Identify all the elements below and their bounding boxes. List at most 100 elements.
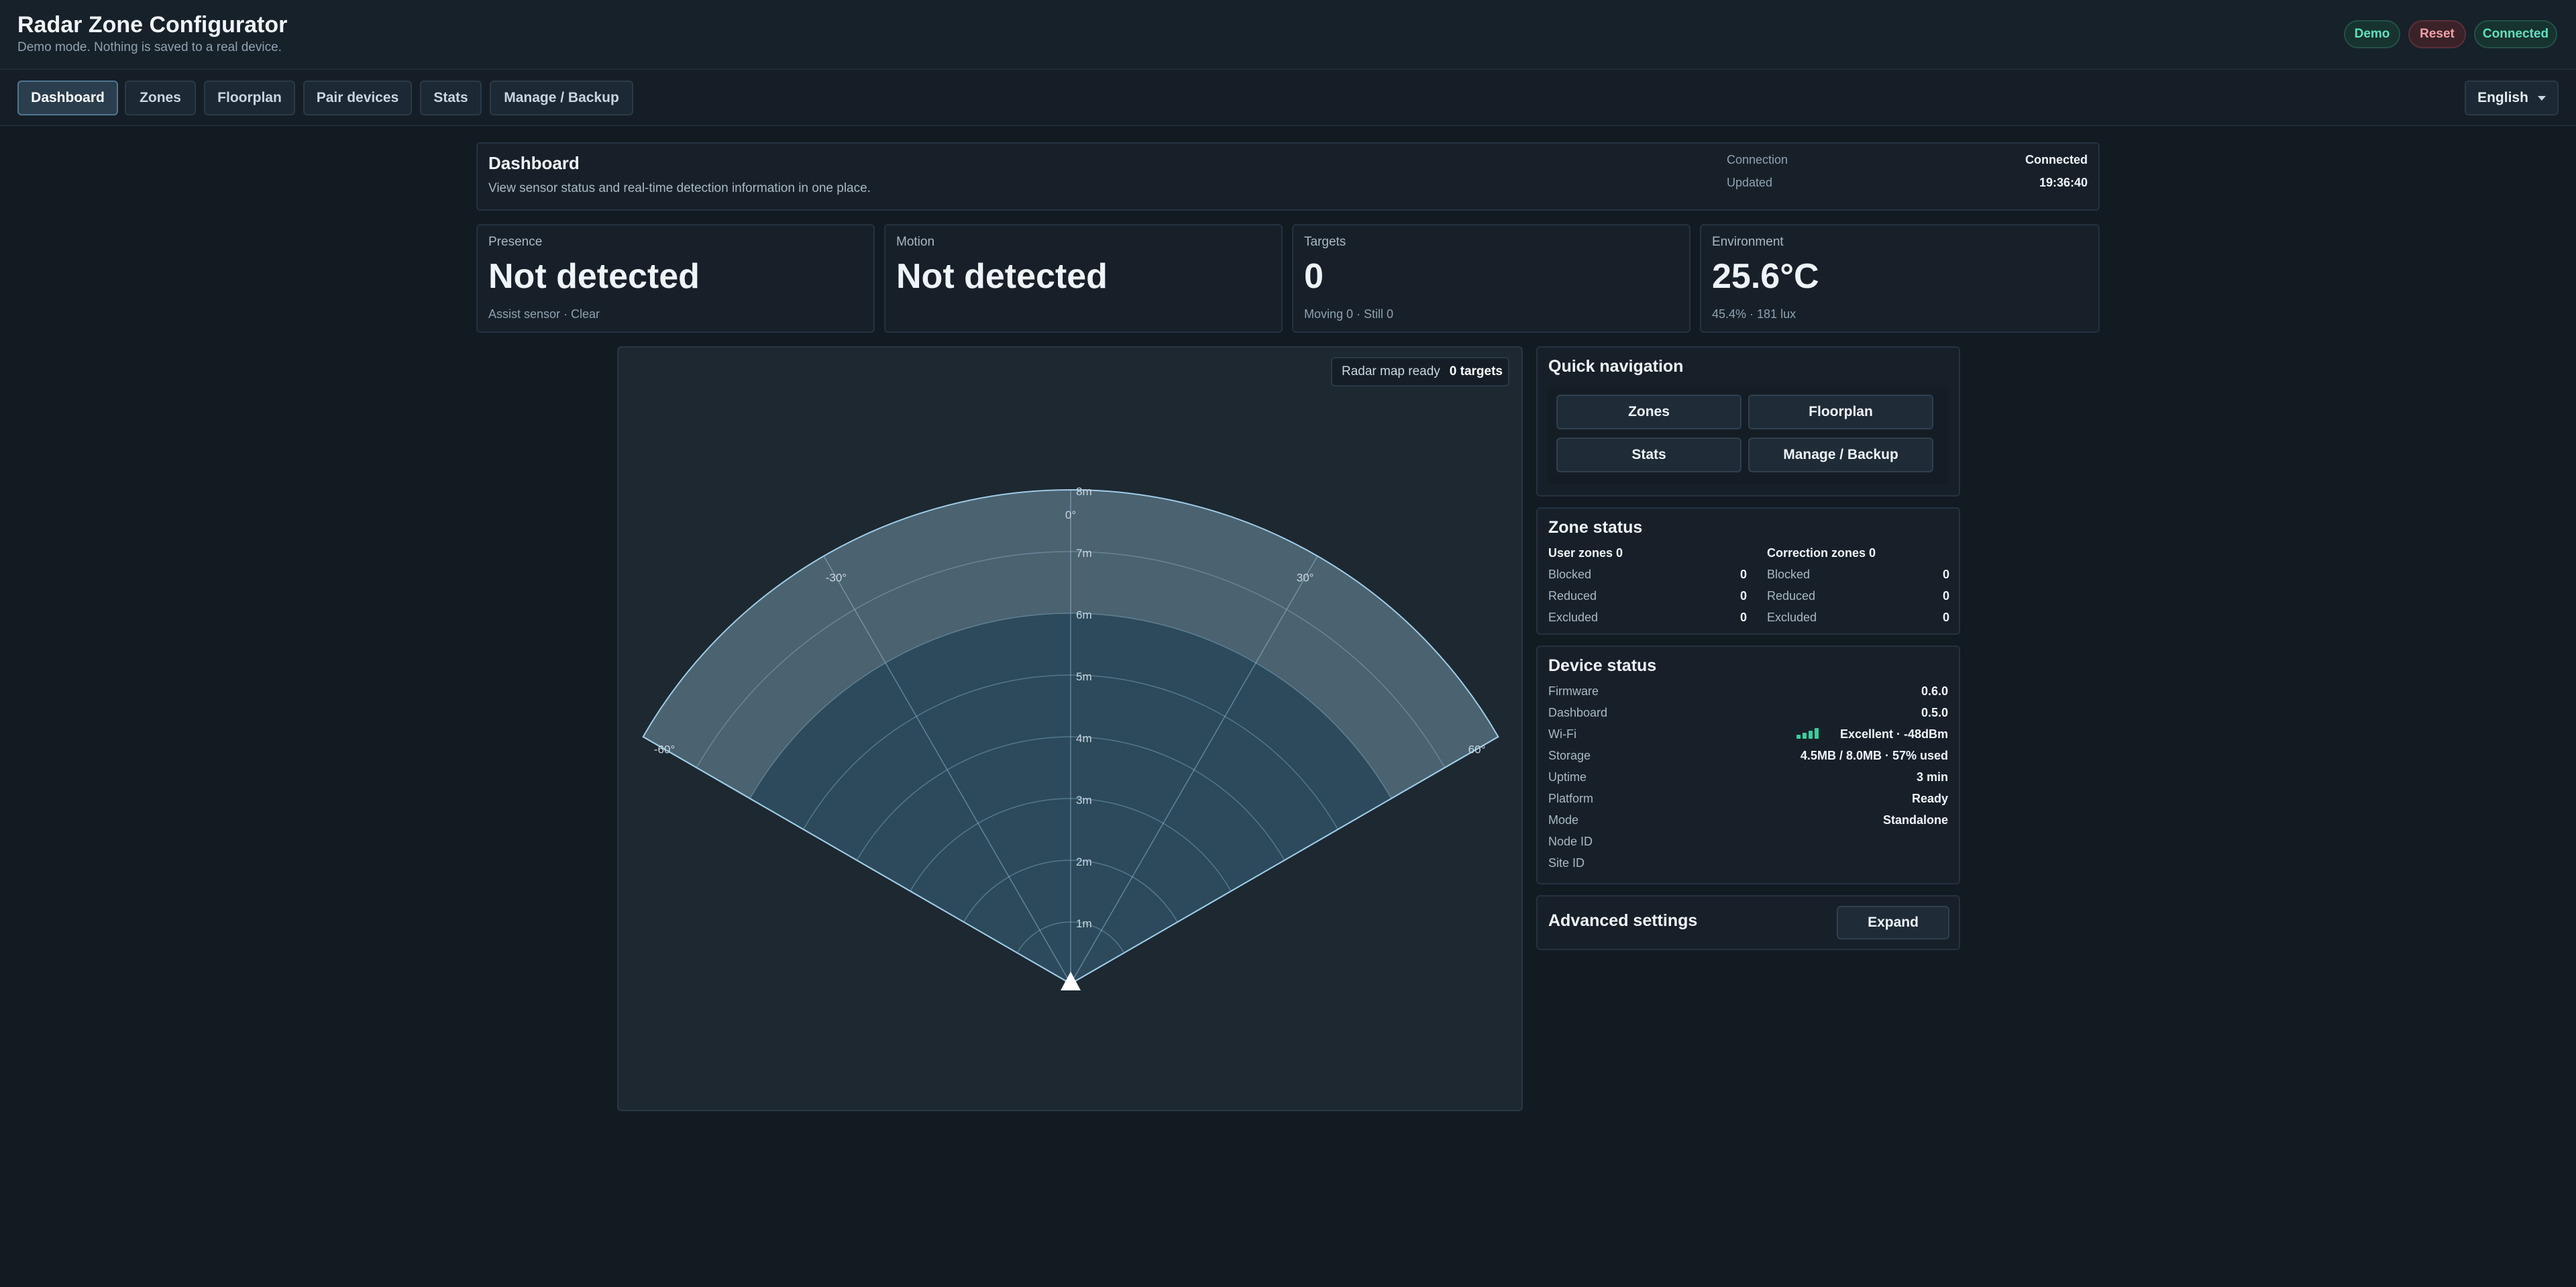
radar-angle-label: 30°	[1297, 571, 1314, 584]
reset-button[interactable]: Reset	[2408, 20, 2466, 48]
radar-range-label: 7m	[1076, 547, 1092, 560]
node-id-label: Node ID	[1548, 835, 1593, 848]
stat-label: Targets	[1304, 235, 1346, 249]
radar-range-label: 6m	[1076, 609, 1092, 621]
radar-range-arc	[802, 674, 1339, 830]
stat-value: Not detected	[488, 257, 700, 296]
radar-status-badge: Radar map ready 0 targets	[1331, 357, 1509, 387]
wifi-signal-icon	[1796, 728, 1819, 739]
radar-range-label: 3m	[1076, 794, 1092, 807]
radar-spoke	[823, 556, 1071, 984]
stat-sub: Moving 0 · Still 0	[1304, 307, 1394, 321]
radar-range-label: 4m	[1076, 732, 1092, 745]
stat-value: Not detected	[896, 257, 1108, 296]
language-select[interactable]: English	[2465, 81, 2559, 115]
app-title: Radar Zone Configurator	[17, 12, 288, 38]
firmware-value: 0.6.0	[1921, 684, 1948, 698]
tab-stats[interactable]: Stats	[420, 81, 482, 115]
advanced-settings-title: Advanced settings	[1548, 911, 1698, 930]
platform-value: Ready	[1911, 792, 1948, 805]
targets-card: Targets 0 Moving 0 · Still 0	[1292, 224, 1690, 333]
zone-status-card: Zone status User zones 0 Correction zone…	[1536, 507, 1960, 635]
user-zones-heading: User zones 0	[1548, 546, 1623, 560]
page-description: View sensor status and real-time detecti…	[488, 181, 871, 195]
radar-status: Radar map ready	[1342, 364, 1440, 378]
radar-angle-label: -60°	[654, 743, 675, 756]
user-excluded-label: Excluded	[1548, 611, 1599, 624]
motion-card: Motion Not detected	[884, 224, 1283, 333]
user-reduced-value: 0	[1739, 589, 1747, 603]
radar-range-arc	[696, 551, 1446, 768]
stat-label: Environment	[1712, 235, 1784, 249]
dashboard-version-value: 0.5.0	[1921, 706, 1948, 719]
tab-manage-backup[interactable]: Manage / Backup	[490, 81, 633, 115]
expand-button[interactable]: Expand	[1837, 906, 1949, 939]
stat-value: 0	[1304, 257, 1324, 296]
uptime-label: Uptime	[1548, 770, 1587, 784]
device-status-title: Device status	[1548, 656, 1657, 675]
app-header: Radar Zone Configurator Demo mode. Nothi…	[0, 0, 2576, 70]
dashboard-header-card: Dashboard View sensor status and real-ti…	[476, 142, 2100, 211]
radar-range-label: 8m	[1076, 485, 1092, 498]
quick-nav-zones-button[interactable]: Zones	[1556, 395, 1741, 429]
main-nav: Dashboard Zones Floorplan Pair devices S…	[0, 70, 2576, 126]
connection-value: Connected	[2025, 153, 2088, 166]
mode-label: Mode	[1548, 813, 1579, 827]
radar-range-arc	[749, 613, 1392, 799]
user-blocked-value: 0	[1739, 568, 1747, 581]
page-title: Dashboard	[488, 153, 580, 173]
radar-spoke	[1070, 556, 1318, 984]
quick-nav-stats-button[interactable]: Stats	[1556, 437, 1741, 472]
stat-label: Presence	[488, 235, 543, 249]
chevron-down-icon	[2537, 95, 2546, 101]
radar-range-label: 1m	[1076, 917, 1092, 930]
radar-target-count: 0 targets	[1449, 364, 1503, 378]
correction-excluded-label: Excluded	[1767, 611, 1817, 624]
quick-nav-card: Quick navigation Zones Floorplan Stats M…	[1536, 346, 1960, 497]
user-reduced-label: Reduced	[1548, 589, 1597, 603]
quick-nav-manage-button[interactable]: Manage / Backup	[1748, 437, 1933, 472]
tab-zones[interactable]: Zones	[125, 81, 196, 115]
radar-map[interactable]: 1m 2m 3m 4m 5m 6m 7m 8m -60° -30° 0° 30° 60°	[619, 348, 1521, 1110]
radar-map-card: 1m 2m 3m 4m 5m 6m 7m 8m -60° -30° 0° 30° 60°	[617, 346, 1523, 1111]
radar-angle-label: -30°	[826, 571, 847, 584]
stat-sub: 45.4% · 181 lux	[1712, 307, 1796, 321]
zone-status-title: Zone status	[1548, 518, 1643, 537]
app-subtitle: Demo mode. Nothing is saved to a real de…	[17, 40, 282, 54]
radar-range-arc	[1016, 921, 1125, 954]
correction-blocked-value: 0	[1942, 568, 1949, 581]
tab-floorplan[interactable]: Floorplan	[204, 81, 295, 115]
connection-label: Connection	[1727, 153, 1788, 166]
correction-blocked-label: Blocked	[1767, 568, 1811, 581]
presence-card: Presence Not detected Assist sensor · Cl…	[476, 224, 875, 333]
radar-edge	[643, 736, 1071, 984]
radar-angle-label: 60°	[1468, 743, 1486, 756]
demo-badge[interactable]: Demo	[2344, 20, 2400, 48]
updated-label: Updated	[1727, 176, 1773, 189]
storage-label: Storage	[1548, 749, 1591, 762]
radar-edge	[1070, 736, 1499, 984]
stat-value: 25.6°C	[1712, 257, 1819, 296]
advanced-settings-card: Advanced settings Expand	[1536, 895, 1960, 950]
quick-nav-grid: Zones Floorplan Stats Manage / Backup	[1547, 385, 1948, 484]
quick-nav-title: Quick navigation	[1548, 357, 1684, 376]
user-excluded-value: 0	[1739, 611, 1747, 624]
correction-reduced-label: Reduced	[1767, 589, 1816, 603]
uptime-value: 3 min	[1916, 770, 1948, 784]
radar-range-label: 5m	[1076, 670, 1092, 683]
radar-range-label: 2m	[1076, 856, 1092, 868]
dashboard-version-label: Dashboard	[1548, 706, 1608, 719]
quick-nav-floorplan-button[interactable]: Floorplan	[1748, 395, 1933, 429]
connection-badge: Connected	[2474, 20, 2557, 48]
updated-value: 19:36:40	[2039, 176, 2088, 189]
tab-pair-devices[interactable]: Pair devices	[303, 81, 412, 115]
tab-dashboard[interactable]: Dashboard	[17, 81, 118, 115]
mode-value: Standalone	[1882, 813, 1948, 827]
environment-card: Environment 25.6°C 45.4% · 181 lux	[1700, 224, 2100, 333]
stat-sub: Assist sensor · Clear	[488, 307, 600, 321]
radar-angle-label: 0°	[1065, 509, 1076, 521]
platform-label: Platform	[1548, 792, 1594, 805]
correction-zones-heading: Correction zones 0	[1767, 546, 1876, 560]
language-label: English	[2477, 90, 2528, 105]
radar-range-arc	[856, 736, 1285, 861]
